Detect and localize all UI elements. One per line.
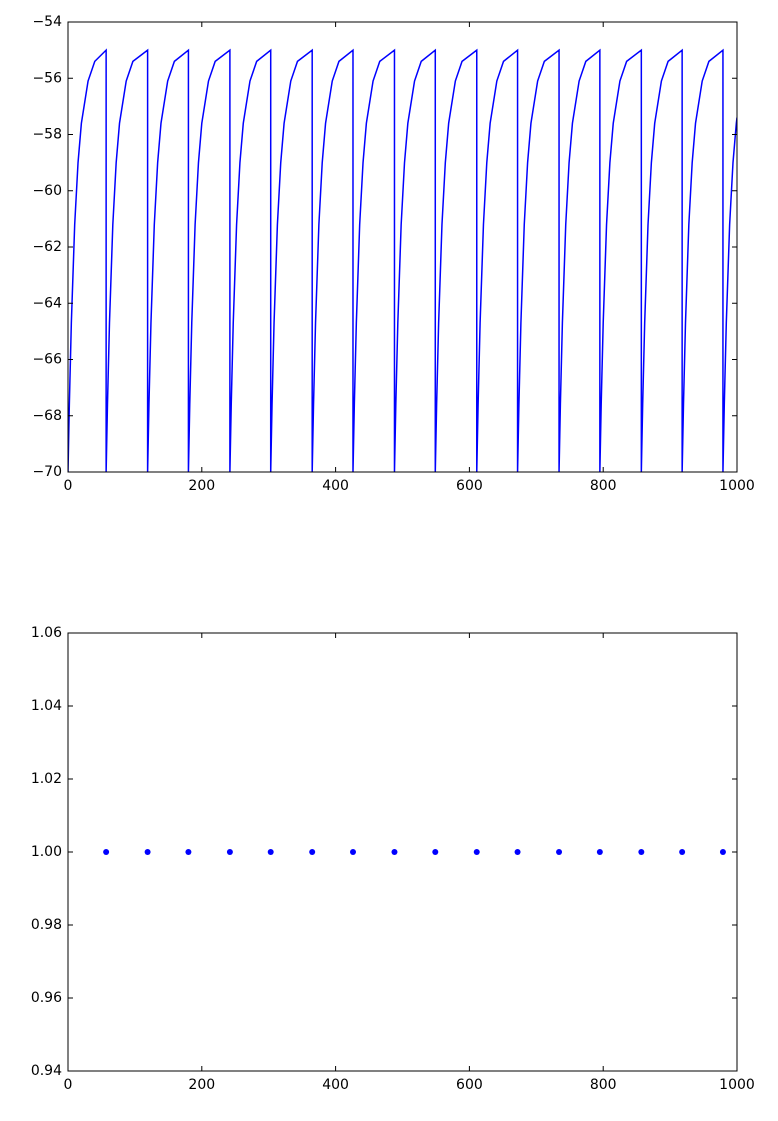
x-tick-label: 800 <box>590 478 617 494</box>
data-point <box>638 849 645 855</box>
data-point <box>556 849 563 855</box>
axes-frame <box>67 21 738 473</box>
data-point <box>432 849 439 855</box>
x-tick-label: 1000 <box>719 1077 755 1093</box>
y-tick-label: 1.06 <box>31 625 62 641</box>
data-point <box>514 849 521 855</box>
y-tick-label: −58 <box>32 127 62 143</box>
x-tick-label: 400 <box>322 1077 349 1093</box>
data-point <box>391 849 398 855</box>
data-point <box>679 849 686 855</box>
y-tick-label: 1.04 <box>31 698 62 714</box>
y-tick-label: −64 <box>32 295 62 311</box>
data-point <box>103 849 110 855</box>
x-tick-label: 600 <box>456 1077 483 1093</box>
y-tick-label: −54 <box>32 14 62 30</box>
x-tick-label: 200 <box>188 478 215 494</box>
data-point <box>144 849 151 855</box>
x-tick-label: 0 <box>64 478 73 494</box>
y-tick-label: −70 <box>32 464 62 480</box>
x-tick-label: 1000 <box>719 478 755 494</box>
y-tick-label: 0.94 <box>31 1063 62 1079</box>
y-tick-label: 1.00 <box>31 844 62 860</box>
y-tick-label: −68 <box>32 408 62 424</box>
data-point <box>596 849 603 855</box>
y-tick-label: −56 <box>32 70 62 86</box>
y-tick-label: −62 <box>32 239 62 255</box>
x-tick-label: 800 <box>590 1077 617 1093</box>
data-point <box>267 849 274 855</box>
data-point <box>719 849 726 855</box>
data-point <box>185 849 192 855</box>
x-tick-label: 200 <box>188 1077 215 1093</box>
y-tick-label: 0.96 <box>31 990 62 1006</box>
x-tick-label: 600 <box>456 478 483 494</box>
data-point <box>349 849 356 855</box>
data-point <box>473 849 480 855</box>
x-tick-label: 0 <box>64 1077 73 1093</box>
axes-frame <box>67 632 738 1072</box>
y-tick-label: −60 <box>32 183 62 199</box>
x-tick-label: 400 <box>322 478 349 494</box>
y-tick-label: 1.02 <box>31 771 62 787</box>
y-tick-label: 0.98 <box>31 917 62 933</box>
data-point <box>226 849 233 855</box>
data-point <box>309 849 316 855</box>
y-tick-label: −66 <box>32 352 62 368</box>
data-line <box>68 48 737 472</box>
